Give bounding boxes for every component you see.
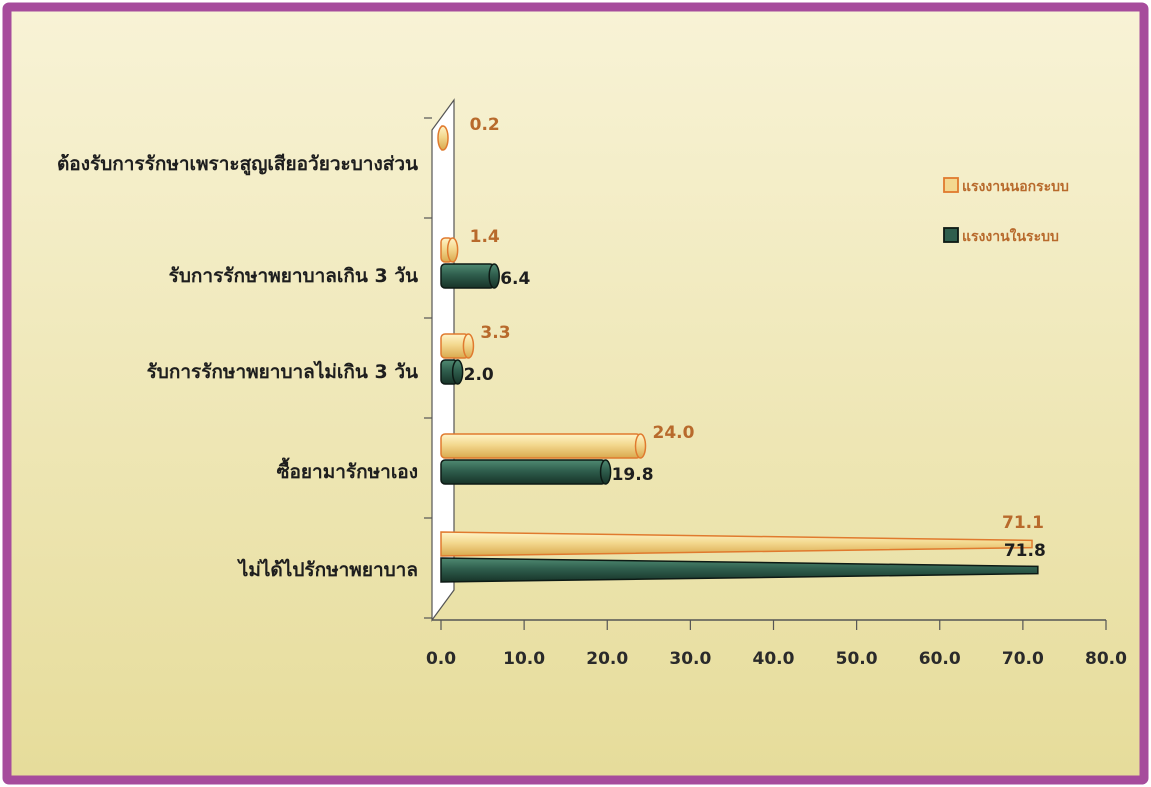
bar-formal [440, 459, 612, 485]
bar-formal-body [440, 557, 1039, 583]
value-labels: 0.2 1.4 6.4 3.3 2.0 24.0 19.8 71.1 71.8 [464, 115, 1046, 561]
bar-formal [440, 359, 464, 385]
value-label-formal: 2.0 [464, 365, 494, 385]
category-label: ไม่ได้ไปรักษาพยาบาล [237, 558, 418, 581]
legend-swatch [943, 227, 959, 243]
bar-informal-body [440, 433, 642, 459]
axis-layer: 0.0 10.0 20.0 30.0 40.0 50.0 60.0 70.0 80.0 [424, 98, 1127, 669]
legend-swatch [943, 177, 959, 193]
value-label-informal: 0.2 [470, 115, 500, 135]
category-label: รับการรักษาพยาบาลไม่เกิน 3 วัน [147, 360, 418, 383]
value-label-informal: 3.3 [480, 323, 510, 343]
bar-informal [437, 125, 449, 151]
bar-informal-cap [634, 433, 647, 459]
legend-item-informal: แรงงานนอกระบบ [943, 177, 1069, 195]
bar-formal [440, 557, 1039, 583]
value-label-informal: 71.1 [1002, 513, 1044, 533]
x-tick-label: 30.0 [669, 649, 711, 669]
x-tick-label: 20.0 [586, 649, 628, 669]
value-label-informal: 1.4 [470, 227, 500, 247]
bar-informal-body [440, 531, 1033, 557]
bars [437, 125, 1039, 583]
x-tick-label: 60.0 [919, 649, 961, 669]
x-tick-label: 40.0 [753, 649, 795, 669]
bar-formal [440, 263, 500, 289]
x-tick-label: 0.0 [426, 649, 456, 669]
value-label-formal: 19.8 [612, 465, 654, 485]
bar-formal-cap [451, 359, 464, 385]
legend-item-formal: แรงงานในระบบ [943, 227, 1059, 245]
value-label-informal: 24.0 [653, 423, 695, 443]
category-label: ต้องรับการรักษาเพราะสูญเสียอวัยวะบางส่วน [57, 153, 418, 176]
x-tick-label: 50.0 [836, 649, 878, 669]
category-labels: ต้องรับการรักษาเพราะสูญเสียอวัยวะบางส่วน… [57, 153, 418, 581]
value-label-formal: 71.8 [1004, 541, 1046, 561]
bar-informal-cap [462, 333, 475, 359]
bar-informal [440, 433, 647, 459]
category-label: รับการรักษาพยาบาลเกิน 3 วัน [169, 265, 418, 287]
bar-informal [440, 237, 459, 263]
x-tick-label: 80.0 [1085, 649, 1127, 669]
bar-informal [440, 531, 1033, 557]
category-label: ซื้อยามารักษาเอง [277, 457, 418, 483]
value-label-formal: 6.4 [500, 269, 530, 289]
legend-label: แรงงานนอกระบบ [962, 179, 1069, 195]
x-tick-label: 10.0 [503, 649, 545, 669]
legend-label: แรงงานในระบบ [962, 227, 1059, 245]
bar-formal-body [440, 459, 607, 485]
bar-formal-cap [599, 459, 612, 485]
x-tick-label: 70.0 [1002, 649, 1044, 669]
bar-formal-cap [488, 263, 500, 289]
bar-informal-cap [446, 237, 459, 263]
bar-informal-cap [437, 125, 449, 151]
bar-formal-body [440, 263, 495, 289]
bar-informal [440, 333, 475, 359]
